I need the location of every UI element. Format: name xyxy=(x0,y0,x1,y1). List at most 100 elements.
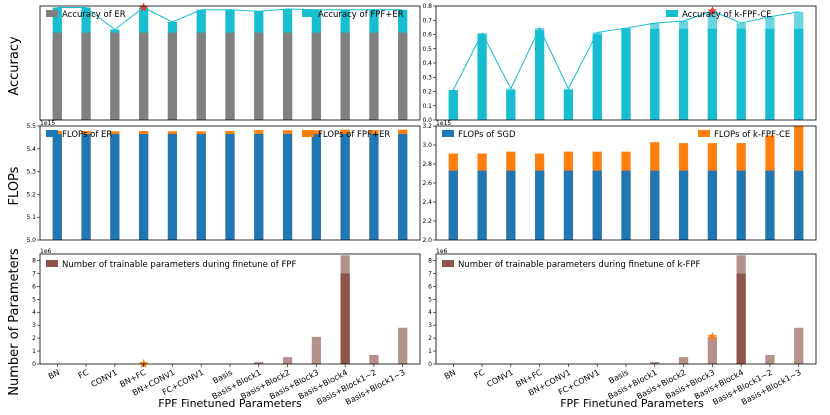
bar-accuracy-of-k-fpf-ce-base[interactable] xyxy=(794,28,804,120)
sci-offset-label: 1e15 xyxy=(436,120,451,127)
bar-flops-of-er[interactable] xyxy=(282,133,293,240)
accuracy-line xyxy=(57,6,403,31)
bar-number-of-trainable-parameters-during-finetune-of-k-fpf-top[interactable] xyxy=(707,336,717,364)
bar-number-of-trainable-parameters-during-finetune-of-k-fpf-top[interactable] xyxy=(650,362,660,364)
bar-flops-of-sgd[interactable] xyxy=(650,170,660,240)
ytick-label: 0.0 xyxy=(422,117,432,124)
ytick-label: 5.4 xyxy=(26,146,36,153)
bar-number-of-trainable-parameters-during-finetune-of-fpf-base[interactable] xyxy=(340,273,350,364)
ytick-label: 0.8 xyxy=(422,3,432,10)
bar-accuracy-of-k-fpf-ce-base[interactable] xyxy=(477,34,487,121)
bar-number-of-trainable-parameters-during-finetune-of-k-fpf-top[interactable] xyxy=(678,357,689,364)
bar-accuracy-of-k-fpf-ce-base[interactable] xyxy=(592,34,602,121)
bar-number-of-trainable-parameters-during-finetune-of-fpf-top[interactable] xyxy=(282,357,293,364)
sci-offset-label: 1e6 xyxy=(40,248,52,255)
bar-number-of-trainable-parameters-during-finetune-of-fpf-top[interactable] xyxy=(311,336,321,364)
ytick-label: 2.8 xyxy=(422,161,432,168)
bar-accuracy-of-k-fpf-ce-base[interactable] xyxy=(563,90,574,120)
bar-accuracy-of-er[interactable] xyxy=(139,32,149,120)
panel-params-kfpf: 0 1 2 3 4 5 6 7 8 1e6 Number of trainable paramete… xyxy=(428,248,817,407)
ytick-label: 2 xyxy=(32,335,36,342)
bar-accuracy-of-er[interactable] xyxy=(340,32,350,120)
ytick-label: 3 xyxy=(428,322,432,329)
xtick-label: FC xyxy=(77,368,91,381)
bar-accuracy-of-er[interactable] xyxy=(254,32,264,120)
bar-accuracy-of-k-fpf-ce-base[interactable] xyxy=(650,28,660,120)
bar-accuracy-of-er[interactable] xyxy=(311,32,321,120)
bar-flops-of-er[interactable] xyxy=(167,133,178,240)
bar-flops-of-er[interactable] xyxy=(139,133,149,240)
bar-flops-of-sgd[interactable] xyxy=(563,170,574,240)
ytick-label: 7 xyxy=(32,270,36,277)
bar-flops-of-er[interactable] xyxy=(196,133,206,240)
axes-frame xyxy=(39,253,421,365)
ytick-label: 2.0 xyxy=(422,237,432,244)
bar-flops-of-er[interactable] xyxy=(311,133,321,240)
axes-frame xyxy=(435,253,817,365)
bar-flops-of-er[interactable] xyxy=(225,133,235,240)
ylabel-parameters: Number of Parameters xyxy=(7,248,22,396)
xtick-label: FC xyxy=(473,368,487,381)
bar-accuracy-of-k-fpf-ce-base[interactable] xyxy=(736,28,746,120)
ytick-label: 4 xyxy=(428,309,432,316)
best-star-marker xyxy=(707,331,718,341)
ytick-label: 4 xyxy=(32,309,36,316)
bar-accuracy-of-er[interactable] xyxy=(81,32,91,120)
bar-flops-of-sgd[interactable] xyxy=(592,170,602,240)
bar-accuracy-of-er[interactable] xyxy=(110,32,120,120)
bar-flops-of-sgd[interactable] xyxy=(794,170,804,240)
ytick-label: 0.6 xyxy=(422,32,432,39)
legend-label: FLOPs of k-FPF-CE xyxy=(714,130,790,140)
bar-flops-of-sgd[interactable] xyxy=(621,170,631,240)
bar-flops-of-er[interactable] xyxy=(110,133,120,240)
bar-flops-of-sgd[interactable] xyxy=(506,170,516,240)
bar-number-of-trainable-parameters-during-finetune-of-k-fpf-top[interactable] xyxy=(765,354,775,364)
bar-accuracy-of-k-fpf-ce-base[interactable] xyxy=(765,28,775,120)
ylabel-flops: FLOPs xyxy=(7,166,22,205)
bar-accuracy-of-er[interactable] xyxy=(282,32,293,120)
bar-accuracy-of-er[interactable] xyxy=(398,32,408,120)
ytick-label: 8 xyxy=(32,257,36,264)
bar-flops-of-sgd[interactable] xyxy=(477,170,487,240)
bar-flops-of-er[interactable] xyxy=(52,133,62,240)
bar-number-of-trainable-parameters-during-finetune-of-fpf-top[interactable] xyxy=(254,362,264,364)
bar-flops-of-er[interactable] xyxy=(254,133,264,240)
bar-number-of-trainable-parameters-during-finetune-of-k-fpf-top[interactable] xyxy=(794,327,804,364)
accuracy-line xyxy=(452,10,799,91)
ytick-label: 2.6 xyxy=(422,180,432,187)
ylabel-accuracy: Accuracy xyxy=(7,36,22,96)
legend-label: FLOPs of SGD xyxy=(458,130,516,140)
ytick-label: 3 xyxy=(32,322,36,329)
bar-flops-of-er[interactable] xyxy=(81,133,91,240)
ytick-label: 0 xyxy=(32,361,36,368)
ytick-label: 6 xyxy=(428,283,432,290)
bar-accuracy-of-er[interactable] xyxy=(167,32,178,120)
bar-accuracy-of-er[interactable] xyxy=(225,32,235,120)
bar-flops-of-er[interactable] xyxy=(398,133,408,240)
xtick-label: CONV1 xyxy=(89,368,118,389)
bar-flops-of-sgd[interactable] xyxy=(448,170,458,240)
bar-flops-of-sgd[interactable] xyxy=(678,170,689,240)
bar-flops-of-sgd[interactable] xyxy=(707,170,717,240)
bar-flops-of-er[interactable] xyxy=(369,133,379,240)
xtick-label: BN xyxy=(47,368,61,381)
bar-flops-of-er[interactable] xyxy=(340,133,350,240)
bar-accuracy-of-k-fpf-ce-base[interactable] xyxy=(535,30,545,121)
bar-accuracy-of-er[interactable] xyxy=(196,32,206,120)
xlabel-right: FPF Finetuned Parameters xyxy=(560,397,704,410)
bar-flops-of-sgd[interactable] xyxy=(736,170,746,240)
bar-accuracy-of-k-fpf-ce-base[interactable] xyxy=(678,28,689,120)
bar-number-of-trainable-parameters-during-finetune-of-k-fpf-base[interactable] xyxy=(736,273,746,364)
bar-number-of-trainable-parameters-during-finetune-of-fpf-top[interactable] xyxy=(369,354,379,364)
bar-accuracy-of-k-fpf-ce-base[interactable] xyxy=(506,90,516,120)
bar-flops-of-sgd[interactable] xyxy=(765,170,775,240)
bar-flops-of-sgd[interactable] xyxy=(535,170,545,240)
bar-accuracy-of-k-fpf-ce-base[interactable] xyxy=(707,28,717,120)
bar-accuracy-of-er[interactable] xyxy=(52,32,62,120)
bar-accuracy-of-er[interactable] xyxy=(369,32,379,120)
bar-number-of-trainable-parameters-during-finetune-of-fpf-top[interactable] xyxy=(398,327,408,364)
axes-frame xyxy=(39,5,421,121)
bar-accuracy-of-k-fpf-ce-base[interactable] xyxy=(621,28,631,120)
bar-accuracy-of-k-fpf-ce-base[interactable] xyxy=(448,90,458,120)
